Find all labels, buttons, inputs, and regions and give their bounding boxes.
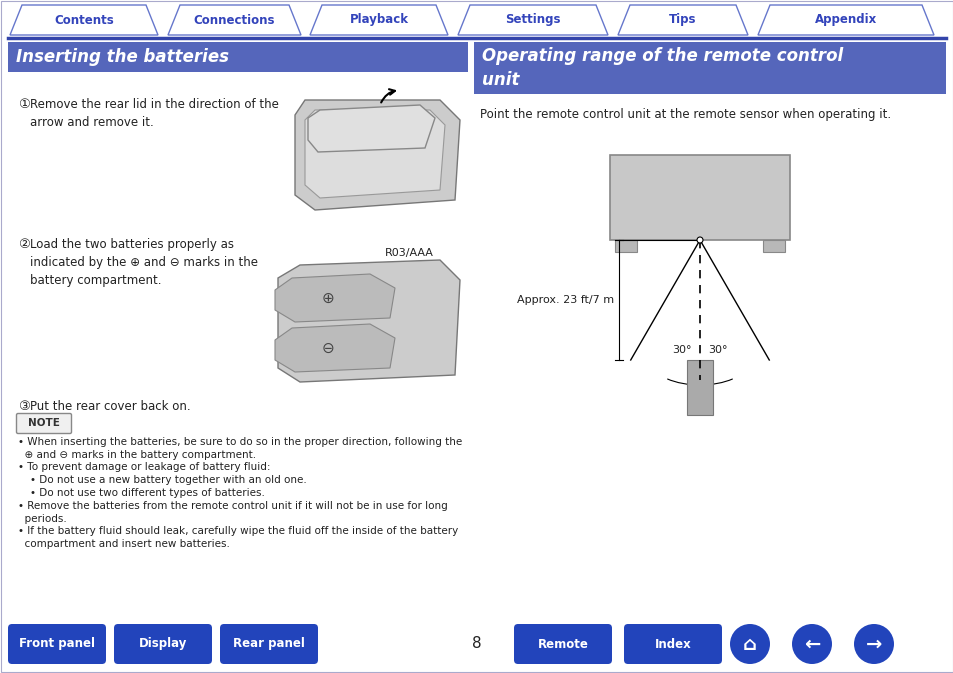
Text: Rear panel: Rear panel	[233, 637, 305, 651]
Text: Contents: Contents	[54, 13, 113, 26]
Polygon shape	[277, 260, 459, 382]
FancyBboxPatch shape	[220, 624, 317, 664]
Text: →: →	[865, 635, 882, 653]
Text: Index: Index	[654, 637, 691, 651]
Text: Operating range of the remote control: Operating range of the remote control	[481, 47, 842, 65]
Circle shape	[853, 624, 893, 664]
Polygon shape	[308, 105, 435, 152]
Text: Point the remote control unit at the remote sensor when operating it.: Point the remote control unit at the rem…	[479, 108, 890, 121]
Polygon shape	[294, 100, 459, 210]
Text: NOTE: NOTE	[28, 419, 60, 429]
Text: Inserting the batteries: Inserting the batteries	[16, 48, 229, 66]
FancyBboxPatch shape	[615, 240, 637, 252]
Text: Load the two batteries properly as
indicated by the ⊕ and ⊖ marks in the
battery: Load the two batteries properly as indic…	[30, 238, 257, 287]
Text: ⌂: ⌂	[742, 635, 757, 653]
FancyBboxPatch shape	[8, 42, 468, 72]
Text: Approx. 23 ft/7 m: Approx. 23 ft/7 m	[517, 295, 613, 305]
Text: Remote: Remote	[537, 637, 588, 651]
Text: ⊕: ⊕	[321, 291, 334, 306]
Text: • If the battery fluid should leak, carefully wipe the fluid off the inside of t: • If the battery fluid should leak, care…	[18, 526, 457, 549]
FancyBboxPatch shape	[113, 624, 212, 664]
Text: ①: ①	[18, 98, 30, 111]
Text: • When inserting the batteries, be sure to do so in the proper direction, follow: • When inserting the batteries, be sure …	[18, 437, 462, 460]
Polygon shape	[310, 5, 448, 35]
Text: 30°: 30°	[707, 345, 727, 355]
Polygon shape	[305, 110, 444, 198]
Text: • Do not use two different types of batteries.: • Do not use two different types of batt…	[30, 488, 265, 498]
Text: Front panel: Front panel	[19, 637, 95, 651]
FancyBboxPatch shape	[474, 42, 945, 94]
Polygon shape	[274, 324, 395, 372]
Polygon shape	[618, 5, 747, 35]
Text: 30°: 30°	[672, 345, 691, 355]
Text: Settings: Settings	[505, 13, 560, 26]
FancyBboxPatch shape	[8, 624, 106, 664]
Text: Tips: Tips	[669, 13, 696, 26]
Text: Display: Display	[139, 637, 187, 651]
FancyBboxPatch shape	[623, 624, 721, 664]
Text: ③: ③	[18, 400, 30, 413]
Text: • Do not use a new battery together with an old one.: • Do not use a new battery together with…	[30, 475, 307, 485]
FancyBboxPatch shape	[686, 360, 712, 415]
Text: Remove the rear lid in the direction of the
arrow and remove it.: Remove the rear lid in the direction of …	[30, 98, 278, 129]
Circle shape	[791, 624, 831, 664]
FancyBboxPatch shape	[762, 240, 784, 252]
Text: R03/AAA: R03/AAA	[385, 248, 434, 258]
Circle shape	[729, 624, 769, 664]
Text: ←: ←	[803, 635, 820, 653]
Text: ⊖: ⊖	[321, 341, 334, 355]
Polygon shape	[274, 274, 395, 322]
FancyBboxPatch shape	[514, 624, 612, 664]
FancyBboxPatch shape	[16, 413, 71, 433]
Text: ②: ②	[18, 238, 30, 251]
Text: 8: 8	[472, 637, 481, 651]
Polygon shape	[758, 5, 933, 35]
Text: Playback: Playback	[349, 13, 408, 26]
FancyBboxPatch shape	[609, 155, 789, 240]
Text: Appendix: Appendix	[814, 13, 876, 26]
Polygon shape	[457, 5, 607, 35]
Text: • To prevent damage or leakage of battery fluid:: • To prevent damage or leakage of batter…	[18, 462, 271, 472]
Circle shape	[697, 237, 702, 243]
Text: Put the rear cover back on.: Put the rear cover back on.	[30, 400, 191, 413]
Text: Connections: Connections	[193, 13, 275, 26]
Polygon shape	[168, 5, 301, 35]
Text: unit: unit	[481, 71, 519, 89]
Text: • Remove the batteries from the remote control unit if it will not be in use for: • Remove the batteries from the remote c…	[18, 501, 447, 524]
Polygon shape	[10, 5, 158, 35]
